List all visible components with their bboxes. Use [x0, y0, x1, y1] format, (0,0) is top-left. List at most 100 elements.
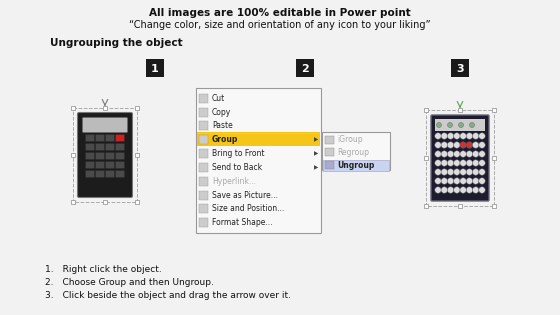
- Bar: [73, 108, 137, 202]
- FancyBboxPatch shape: [85, 170, 95, 178]
- FancyBboxPatch shape: [105, 170, 115, 178]
- Circle shape: [460, 187, 466, 193]
- FancyBboxPatch shape: [77, 112, 133, 198]
- Bar: [458, 108, 462, 112]
- Bar: [135, 106, 139, 110]
- Circle shape: [479, 169, 485, 175]
- FancyBboxPatch shape: [95, 135, 105, 142]
- Text: Paste: Paste: [212, 122, 233, 130]
- Circle shape: [466, 142, 473, 148]
- Circle shape: [479, 133, 485, 139]
- Bar: [325, 136, 334, 144]
- Bar: [424, 204, 428, 208]
- Circle shape: [460, 169, 466, 175]
- Circle shape: [473, 169, 479, 175]
- FancyBboxPatch shape: [105, 135, 115, 142]
- FancyBboxPatch shape: [95, 143, 105, 151]
- Circle shape: [435, 160, 441, 166]
- Circle shape: [469, 123, 474, 128]
- Bar: [199, 163, 208, 172]
- Bar: [71, 106, 75, 110]
- Bar: [451, 59, 469, 77]
- Text: Ungroup: Ungroup: [337, 161, 375, 169]
- FancyBboxPatch shape: [85, 152, 95, 160]
- Bar: [199, 149, 208, 158]
- Bar: [296, 59, 314, 77]
- Circle shape: [473, 178, 479, 184]
- Bar: [199, 177, 208, 186]
- Text: Save as Picture...: Save as Picture...: [212, 191, 278, 199]
- Circle shape: [454, 187, 460, 193]
- Circle shape: [435, 133, 441, 139]
- Circle shape: [454, 151, 460, 157]
- Bar: [103, 106, 107, 110]
- Circle shape: [479, 160, 485, 166]
- FancyBboxPatch shape: [85, 143, 95, 151]
- Circle shape: [466, 169, 473, 175]
- Bar: [424, 108, 428, 112]
- FancyBboxPatch shape: [105, 161, 115, 169]
- Bar: [135, 153, 139, 157]
- Circle shape: [454, 133, 460, 139]
- Circle shape: [435, 151, 441, 157]
- Text: Regroup: Regroup: [337, 148, 369, 157]
- FancyBboxPatch shape: [431, 115, 489, 201]
- Circle shape: [473, 133, 479, 139]
- Circle shape: [447, 151, 454, 157]
- Bar: [323, 160, 389, 171]
- Circle shape: [435, 169, 441, 175]
- Circle shape: [473, 142, 479, 148]
- Circle shape: [447, 142, 454, 148]
- Text: 1. Right click the object.: 1. Right click the object.: [45, 265, 162, 274]
- Text: ▶: ▶: [314, 151, 318, 156]
- Circle shape: [459, 123, 464, 128]
- FancyBboxPatch shape: [85, 135, 95, 142]
- Circle shape: [441, 142, 447, 148]
- Text: 3: 3: [456, 64, 464, 73]
- FancyBboxPatch shape: [95, 170, 105, 178]
- Text: 3. Click beside the object and drag the arrow over it.: 3. Click beside the object and drag the …: [45, 291, 291, 300]
- Circle shape: [441, 151, 447, 157]
- Bar: [322, 132, 390, 170]
- Circle shape: [454, 142, 460, 148]
- Bar: [492, 156, 496, 160]
- Circle shape: [454, 178, 460, 184]
- Bar: [492, 108, 496, 112]
- FancyBboxPatch shape: [115, 135, 124, 142]
- FancyBboxPatch shape: [95, 161, 105, 169]
- Circle shape: [454, 169, 460, 175]
- Bar: [196, 88, 321, 233]
- Bar: [424, 156, 428, 160]
- Circle shape: [466, 178, 473, 184]
- Circle shape: [447, 187, 454, 193]
- Bar: [146, 59, 164, 77]
- Bar: [435, 119, 485, 131]
- Circle shape: [447, 178, 454, 184]
- Circle shape: [460, 133, 466, 139]
- Text: Hyperlink...: Hyperlink...: [212, 177, 256, 186]
- Text: Format Shape...: Format Shape...: [212, 218, 273, 227]
- Circle shape: [466, 187, 473, 193]
- Circle shape: [436, 123, 441, 128]
- Text: ▶: ▶: [314, 165, 318, 170]
- Circle shape: [435, 178, 441, 184]
- Circle shape: [473, 187, 479, 193]
- FancyBboxPatch shape: [95, 152, 105, 160]
- Text: ▶: ▶: [314, 137, 318, 142]
- Circle shape: [460, 178, 466, 184]
- Text: “Change color, size and orientation of any icon to your liking”: “Change color, size and orientation of a…: [129, 20, 431, 30]
- FancyBboxPatch shape: [105, 152, 115, 160]
- Circle shape: [460, 160, 466, 166]
- Circle shape: [441, 160, 447, 166]
- Bar: [197, 132, 320, 146]
- Circle shape: [435, 142, 441, 148]
- Text: 1: 1: [151, 64, 159, 73]
- Bar: [325, 161, 334, 169]
- Circle shape: [460, 151, 466, 157]
- Text: Size and Position...: Size and Position...: [212, 204, 284, 213]
- Bar: [426, 110, 494, 206]
- Circle shape: [447, 160, 454, 166]
- FancyBboxPatch shape: [115, 161, 124, 169]
- Circle shape: [441, 178, 447, 184]
- Text: iGroup: iGroup: [337, 135, 363, 144]
